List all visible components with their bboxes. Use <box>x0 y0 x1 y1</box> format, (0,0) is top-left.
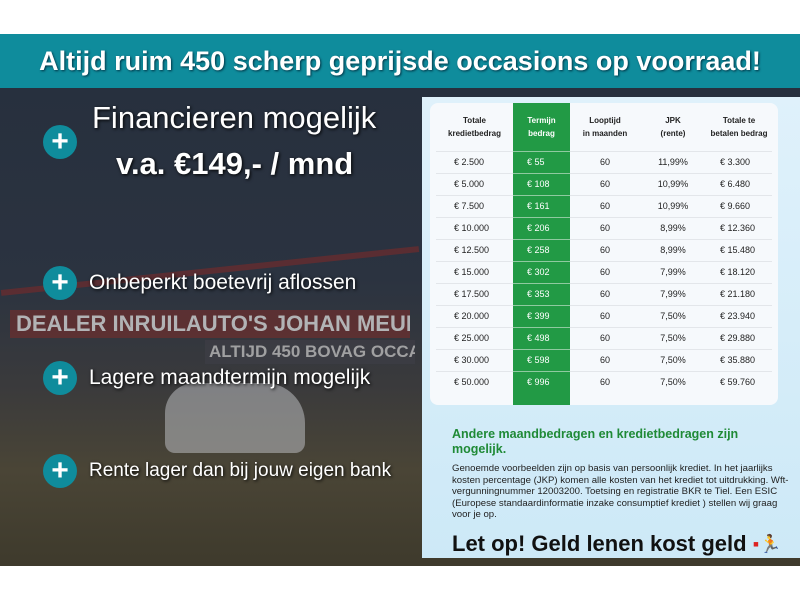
table-cell: € 59.760 <box>706 370 772 393</box>
table-row: € 20.000 € 399 60 7,50% € 23.940 <box>436 304 772 327</box>
table-cell: € 258 <box>513 238 570 261</box>
table-cell: € 302 <box>513 260 570 283</box>
table-cell: € 55 <box>513 150 570 173</box>
table-cell: 8,99% <box>640 216 706 239</box>
finance-panel: Totale kredietbedrag Termijn bedrag Loopti… <box>422 97 800 558</box>
table-cell: € 18.120 <box>706 260 772 283</box>
col-header: Termijn bedrag <box>527 115 556 138</box>
table-cell: € 50.000 <box>436 370 513 393</box>
plus-circle-icon: + <box>43 266 77 300</box>
table-cell: € 23.940 <box>706 304 772 327</box>
table-cell: € 20.000 <box>436 304 513 327</box>
warning-text: Let op! Geld lenen kost geld ▪🏃 <box>452 530 782 556</box>
dealer-sign: DEALER INRUILAUTO'S JOHAN MEURE <box>10 310 410 338</box>
feature-item: Rente lager dan bij jouw eigen bank <box>89 460 392 481</box>
dealer-subsign: ALTIJD 450 BOVAG OCCASIONS <box>205 340 415 364</box>
col-header: JPK (rente) <box>660 115 686 138</box>
table-cell: € 9.660 <box>706 194 772 217</box>
table-cell: € 353 <box>513 282 570 305</box>
feature-item: Onbeperkt boetevrij aflossen <box>89 271 357 294</box>
table-cell: 60 <box>570 370 640 393</box>
plus-circle-icon: + <box>43 361 77 395</box>
table-cell: 60 <box>570 260 640 283</box>
finance-table: Totale kredietbedrag Termijn bedrag Loopti… <box>436 103 772 393</box>
table-row: € 5.000 € 108 60 10,99% € 6.480 <box>436 172 772 195</box>
col-header: Totale te betalen bedrag <box>710 115 768 138</box>
table-cell: 60 <box>570 194 640 217</box>
note-heading: Andere maandbedragen en kredietbedragen … <box>452 427 739 456</box>
table-cell: € 996 <box>513 370 570 393</box>
table-cell: € 6.480 <box>706 172 772 195</box>
table-row: € 30.000 € 598 60 7,50% € 35.880 <box>436 348 772 371</box>
table-row: € 15.000 € 302 60 7,99% € 18.120 <box>436 260 772 283</box>
car-image <box>165 383 305 453</box>
table-cell: € 206 <box>513 216 570 239</box>
table-cell: 60 <box>570 304 640 327</box>
plus-circle-icon: + <box>43 454 77 488</box>
table-cell: € 498 <box>513 326 570 349</box>
table-cell: 60 <box>570 282 640 305</box>
table-cell: € 5.000 <box>436 172 513 195</box>
table-cell: 60 <box>570 172 640 195</box>
table-cell: € 3.300 <box>706 150 772 173</box>
table-row: € 50.000 € 996 60 7,50% € 59.760 <box>436 370 772 393</box>
table-cell: € 25.000 <box>436 326 513 349</box>
table-cell: € 2.500 <box>436 150 513 173</box>
table-cell: € 10.000 <box>436 216 513 239</box>
table-cell: 7,50% <box>640 348 706 371</box>
table-row: € 2.500 € 55 60 11,99% € 3.300 <box>436 150 772 173</box>
table-cell: 7,50% <box>640 304 706 327</box>
note-body: Genoemde voorbeelden zijn op basis van p… <box>452 463 789 520</box>
table-cell: € 108 <box>513 172 570 195</box>
table-cell: 60 <box>570 216 640 239</box>
feature-item: Lagere maandtermijn mogelijk <box>89 366 371 389</box>
table-cell: 10,99% <box>640 172 706 195</box>
table-cell: 60 <box>570 326 640 349</box>
table-cell: € 17.500 <box>436 282 513 305</box>
table-cell: 60 <box>570 238 640 261</box>
table-cell: 10,99% <box>640 194 706 217</box>
table-cell: € 15.480 <box>706 238 772 261</box>
table-cell: € 12.500 <box>436 238 513 261</box>
table-cell: 7,99% <box>640 282 706 305</box>
table-cell: 60 <box>570 150 640 173</box>
col-header: Looptijd in maanden <box>582 115 628 138</box>
finance-table-card: Totale kredietbedrag Termijn bedrag Loopti… <box>430 103 778 405</box>
banner-title: Altijd ruim 450 scherp geprijsde occasio… <box>39 45 761 76</box>
table-cell: 60 <box>570 348 640 371</box>
table-row: € 7.500 € 161 60 10,99% € 9.660 <box>436 194 772 217</box>
table-cell: 7,50% <box>640 370 706 393</box>
table-cell: € 35.880 <box>706 348 772 371</box>
table-row: € 10.000 € 206 60 8,99% € 12.360 <box>436 216 772 239</box>
table-cell: € 21.180 <box>706 282 772 305</box>
table-cell: 8,99% <box>640 238 706 261</box>
notes-block: Andere maandbedragen en kredietbedragen … <box>452 427 794 557</box>
table-header-row: Totale kredietbedrag Termijn bedrag Loopti… <box>436 103 772 151</box>
table-cell: € 30.000 <box>436 348 513 371</box>
table-cell: 11,99% <box>640 150 706 173</box>
table-cell: € 15.000 <box>436 260 513 283</box>
feature-price: v.a. €149,- / mnd <box>116 146 354 181</box>
col-header: Totale kredietbedrag <box>448 115 501 138</box>
table-cell: € 399 <box>513 304 570 327</box>
plus-circle-icon: + <box>43 125 77 159</box>
table-row: € 17.500 € 353 60 7,99% € 21.180 <box>436 282 772 305</box>
table-cell: 7,50% <box>640 326 706 349</box>
table-row: € 12.500 € 258 60 8,99% € 15.480 <box>436 238 772 261</box>
top-banner: Altijd ruim 450 scherp geprijsde occasio… <box>0 34 800 88</box>
table-cell: € 161 <box>513 194 570 217</box>
table-cell: € 29.880 <box>706 326 772 349</box>
table-cell: € 7.500 <box>436 194 513 217</box>
table-cell: € 12.360 <box>706 216 772 239</box>
table-cell: 7,99% <box>640 260 706 283</box>
table-cell: € 598 <box>513 348 570 371</box>
table-row: € 25.000 € 498 60 7,50% € 29.880 <box>436 326 772 349</box>
feature-financing: Financieren mogelijk <box>92 100 377 135</box>
running-man-wallet-icon: ▪🏃 <box>752 534 782 555</box>
